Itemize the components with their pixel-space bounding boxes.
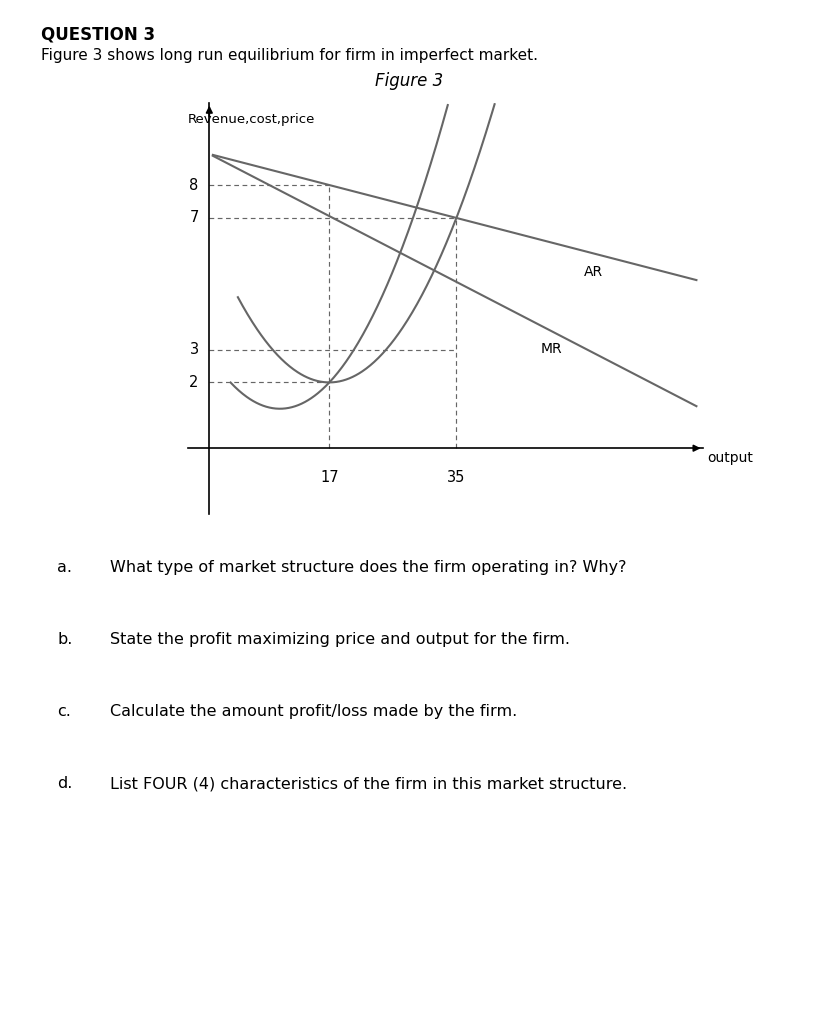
- Text: Calculate the amount profit/loss made by the firm.: Calculate the amount profit/loss made by…: [110, 704, 518, 720]
- Text: List FOUR (4) characteristics of the firm in this market structure.: List FOUR (4) characteristics of the fir…: [110, 776, 627, 792]
- Text: Revenue,cost,price: Revenue,cost,price: [188, 113, 316, 125]
- Text: 8: 8: [190, 178, 199, 192]
- Text: 3: 3: [190, 342, 199, 357]
- Text: Figure 3: Figure 3: [375, 72, 443, 90]
- Text: 7: 7: [189, 211, 199, 225]
- Text: d.: d.: [57, 776, 73, 792]
- Text: b.: b.: [57, 632, 73, 648]
- Text: c.: c.: [57, 704, 71, 720]
- Text: 2: 2: [189, 375, 199, 390]
- Text: State the profit maximizing price and output for the firm.: State the profit maximizing price and ou…: [110, 632, 570, 648]
- Text: What type of market structure does the firm operating in? Why?: What type of market structure does the f…: [110, 560, 627, 576]
- Text: 17: 17: [320, 470, 339, 484]
- Text: MR: MR: [542, 342, 563, 356]
- Text: output: output: [707, 451, 753, 465]
- Text: 35: 35: [447, 470, 465, 484]
- Text: Figure 3 shows long run equilibrium for firm in imperfect market.: Figure 3 shows long run equilibrium for …: [41, 48, 538, 64]
- Text: AR: AR: [583, 265, 603, 280]
- Text: a.: a.: [57, 560, 72, 576]
- Text: QUESTION 3: QUESTION 3: [41, 26, 155, 44]
